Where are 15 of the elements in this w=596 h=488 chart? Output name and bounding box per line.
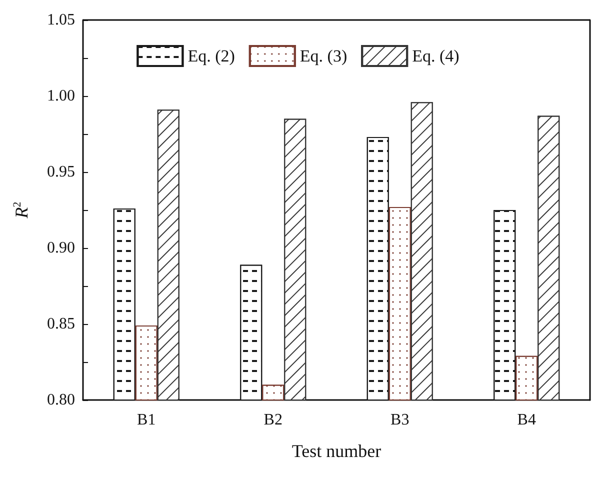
x-axis-title: Test number [292, 441, 382, 461]
x-tick-label: B2 [264, 412, 282, 428]
legend-label: Eq. (3) [300, 46, 348, 66]
legend-label: Eq. (2) [188, 46, 235, 66]
y-tick-label: 0.95 [47, 164, 75, 180]
y-tick-label: 0.85 [47, 316, 75, 332]
y-tick-label: 1.05 [47, 12, 75, 28]
legend-label: Eq. (4) [412, 46, 460, 66]
y-tick-label: 1.00 [47, 88, 75, 104]
x-tick-label: B4 [517, 412, 536, 428]
y-axis-title: R2 [12, 202, 32, 220]
x-tick-label: B3 [390, 412, 410, 428]
y-tick-label: 0.90 [47, 240, 75, 256]
y-tick-label: 0.80 [47, 392, 75, 408]
x-tick-label: B1 [137, 412, 156, 428]
